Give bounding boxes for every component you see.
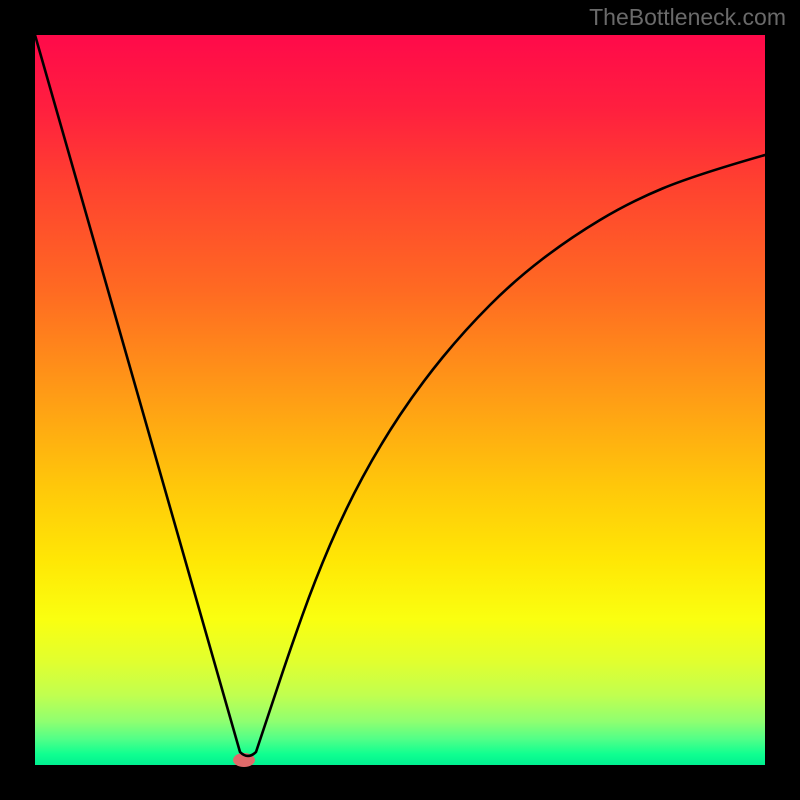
plot-area-gradient	[35, 35, 765, 765]
watermark-text: TheBottleneck.com	[589, 4, 786, 31]
bottleneck-chart	[0, 0, 800, 800]
chart-container: { "watermark": { "text": "TheBottleneck.…	[0, 0, 800, 800]
